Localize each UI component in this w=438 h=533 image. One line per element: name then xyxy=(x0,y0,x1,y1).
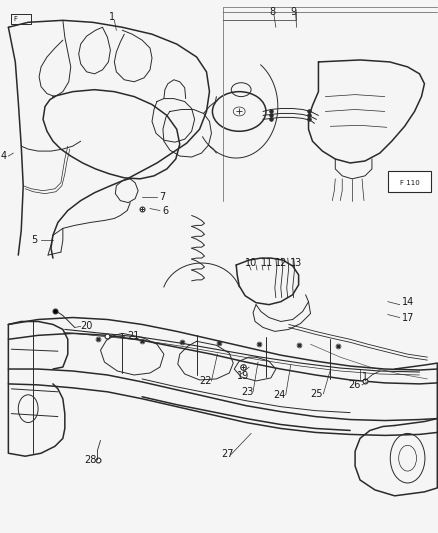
Text: 9: 9 xyxy=(290,7,296,18)
Text: 7: 7 xyxy=(159,192,165,201)
Text: 28: 28 xyxy=(85,455,97,465)
Text: 17: 17 xyxy=(401,312,413,322)
Text: 8: 8 xyxy=(268,7,274,18)
Text: 23: 23 xyxy=(240,387,253,397)
Text: 22: 22 xyxy=(199,376,212,386)
Text: 19: 19 xyxy=(237,371,249,381)
Text: F 110: F 110 xyxy=(399,180,418,186)
Text: 6: 6 xyxy=(162,206,168,215)
Text: 20: 20 xyxy=(81,321,93,332)
Text: 26: 26 xyxy=(347,380,360,390)
Text: 1: 1 xyxy=(361,372,367,382)
Text: 21: 21 xyxy=(127,332,139,341)
Text: 1: 1 xyxy=(109,12,115,22)
Text: 24: 24 xyxy=(272,390,285,400)
Text: 12: 12 xyxy=(274,258,286,268)
Text: 27: 27 xyxy=(221,449,233,459)
Text: 25: 25 xyxy=(310,389,322,399)
Text: 13: 13 xyxy=(289,258,301,268)
Text: 14: 14 xyxy=(401,297,413,306)
Text: 5: 5 xyxy=(31,235,37,245)
Text: 11: 11 xyxy=(260,258,272,268)
Text: F: F xyxy=(13,17,17,22)
Text: 4: 4 xyxy=(0,151,7,161)
Text: 10: 10 xyxy=(244,258,257,268)
FancyBboxPatch shape xyxy=(387,172,430,192)
